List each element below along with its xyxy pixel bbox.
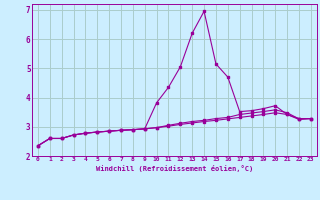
X-axis label: Windchill (Refroidissement éolien,°C): Windchill (Refroidissement éolien,°C)	[96, 165, 253, 172]
